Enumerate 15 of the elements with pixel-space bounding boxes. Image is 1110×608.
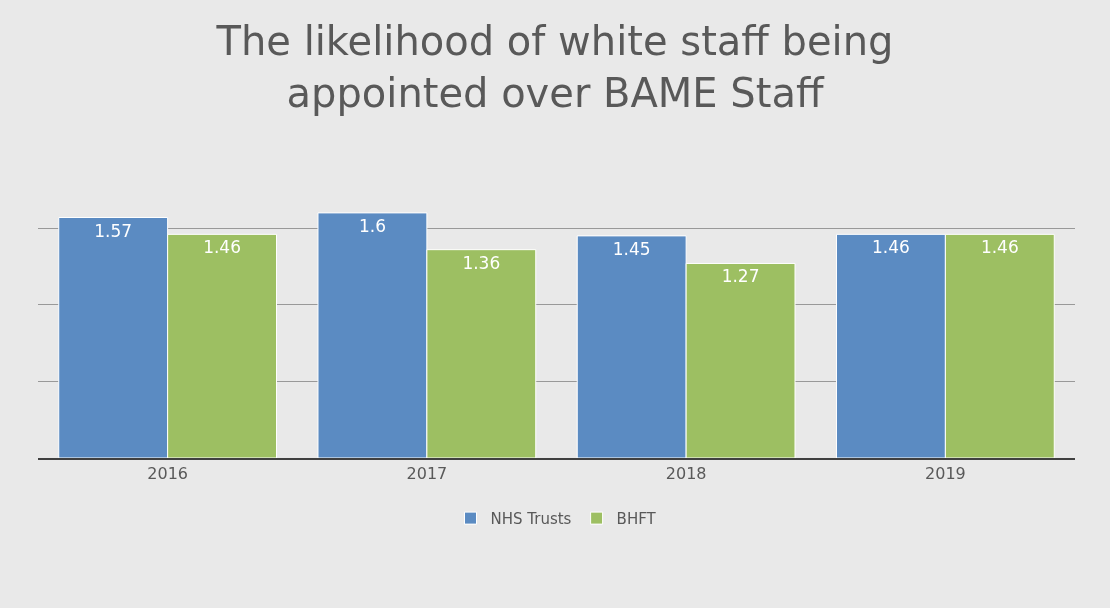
- x-tick-label: 2017: [406, 464, 448, 484]
- chart-title: The likelihood of white staff being appointed over BAME Staff: [215, 17, 894, 116]
- x-tick-label: 2019: [925, 464, 966, 484]
- data-label: 1.46: [872, 237, 910, 258]
- x-tick-label: 2018: [665, 464, 707, 484]
- x-tick-label: 2016: [147, 464, 188, 484]
- data-label: 1.27: [721, 266, 760, 287]
- data-label: 1.57: [94, 220, 133, 241]
- data-label: 1.46: [980, 237, 1019, 258]
- legend-label: BHFT: [616, 509, 657, 528]
- data-label: 1.46: [203, 237, 241, 258]
- data-label: 1.36: [462, 252, 501, 273]
- data-label: 1.45: [612, 238, 651, 259]
- legend-label: NHS Trusts: [490, 509, 572, 528]
- data-label: 1.6: [358, 215, 386, 236]
